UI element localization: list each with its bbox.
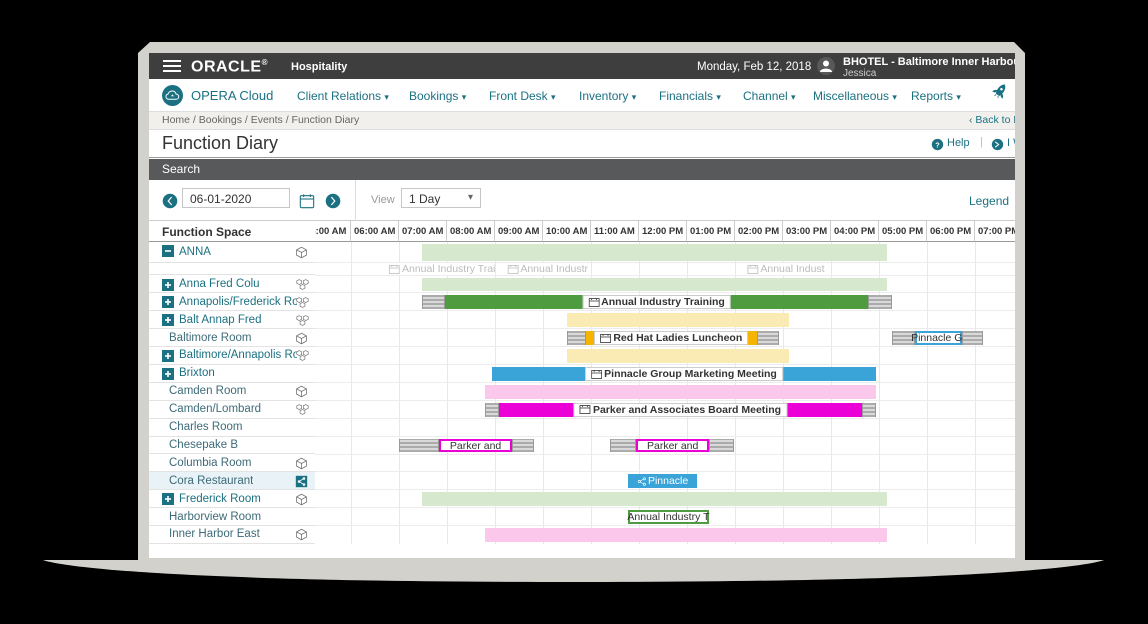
svg-text:?: ? — [935, 140, 940, 149]
